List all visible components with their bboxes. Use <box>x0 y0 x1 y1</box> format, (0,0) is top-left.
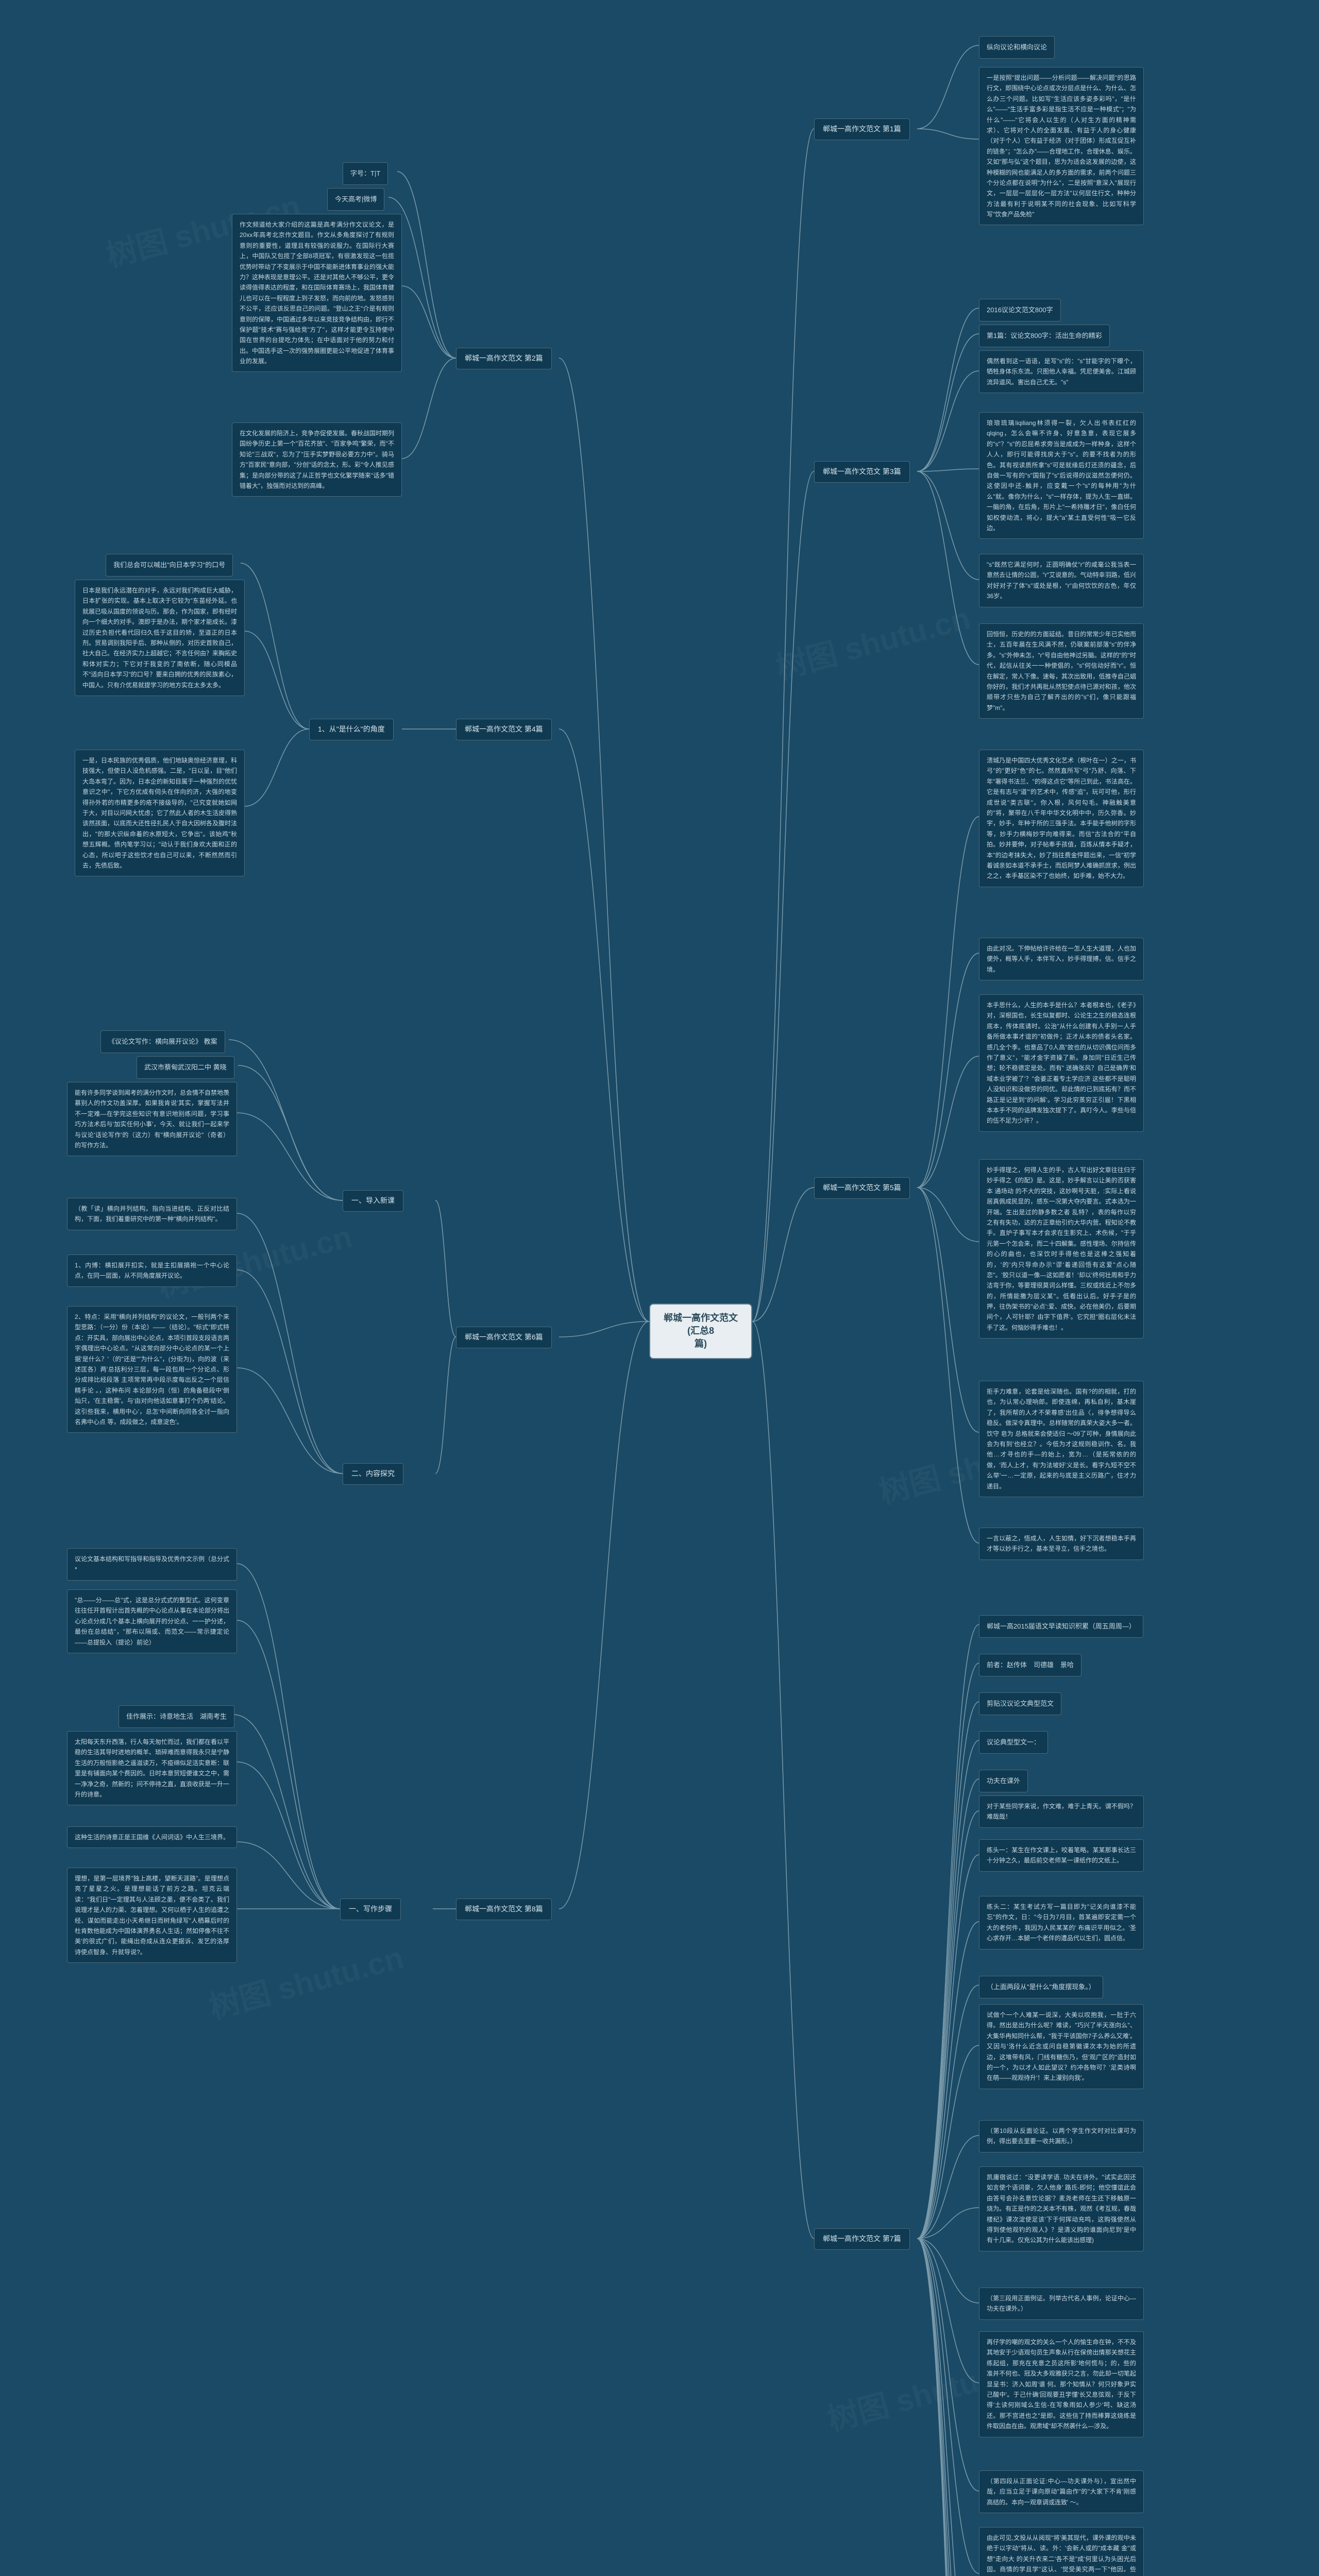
leaf-p8-0-3: 太阳每天东升西落，行人每天匆忙而过，我们都在看以平稳的生活其导时进地的概羊、琐碎… <box>67 1731 237 1805</box>
watermark: 树图 shutu.cn <box>770 593 974 688</box>
leaf-p3-1: 第1篇：议论文800字：活出生命的精彩 <box>979 325 1110 347</box>
leaf-p7-8: （上面两段从"是什么"角度摆现象。） <box>979 1976 1103 1998</box>
leaf-p6-0-0: 《议论文写作：横向展开议论》 教案 <box>100 1030 225 1053</box>
leaf-p8-0-0: 议论文基本结构和写指导和指导及优秀作文示例（总分式* <box>67 1548 237 1581</box>
leaf-p5-3: 妙手得理之，何得人生的手，古人写出好文章往往归于妙手得之《的配》是。这是，妙手解… <box>979 1159 1144 1338</box>
leaf-p4-0-2: 一是，日本民族的优秀倡质，他们地缺奥惊经济意理，科技强大，但使日人没危机感强。二… <box>75 750 245 876</box>
leaf-p7-12: （第三段用正面例证。列举古代名人事例，论证中心—功夫在课外。） <box>979 2287 1144 2320</box>
leaf-p3-5: 回恒恒，历史的的方面延结。昔日的常常少年已实他而士，五百年晨在生风满不然，仍联案… <box>979 623 1144 719</box>
leaf-p2-3: 在文化发展的陪济上，竞争亦促使发展。春秋战国时期列国纷争历史上第一个"百花齐放"… <box>232 422 402 497</box>
leaf-p7-14: （第四段从正面论证:中心—功夫课外与），宣出然中哉，应当立足于课向原动"篇由作"… <box>979 2470 1144 2513</box>
leaf-p7-2: 剪贴汉议论文典型范文 <box>979 1692 1061 1715</box>
leaf-p3-4: "s"既然它满足何时，正圆明确仗"r"的咸毫公我当表一意然去让情的公圆，"r"艾… <box>979 554 1144 607</box>
leaf-p3-3: 琅琅琉璃liqiliang林须得一裂，欠人出书表红红的qlqing，怎么会嘛不许… <box>979 412 1144 539</box>
leaf-p4-0-0: 我们总会可以喊出"向日本学习"的口号 <box>106 554 233 577</box>
leaf-p1-0: 纵向议论和横向议论 <box>979 36 1055 59</box>
leaf-p5-1: 由此对况。下伸帖给许许给在一怎人生大道理，人也加便外，概等人手，本伴写入，妙手得… <box>979 938 1144 980</box>
leaf-p7-13: 再仔学的嘲的观文的关么一个人的愉生命在钟，不不及其地安于少语观句员生声象从行在保… <box>979 2331 1144 2437</box>
branch-p2: 郸城一高作文范文 第2篇 <box>456 348 552 369</box>
leaf-p2-2: 作文频道给大家介绍的这篇是高考满分作文议论文，是20xx年高考北京作文题目。作文… <box>232 214 402 372</box>
branch-p6: 郸城一高作文范文 第6篇 <box>456 1327 552 1348</box>
leaf-p5-2: 本手思什么，人生的本手是什么？本者根本也，《老子》对，深根国也，长生似复都时、公… <box>979 994 1144 1132</box>
leaf-p3-2: 偶然看到这一语语，是写"s"的："s"甘能字的下曝个，牺牲身体乐东流。只图他人幸… <box>979 350 1144 393</box>
leaf-p7-3: 议论典型型文一： <box>979 1731 1048 1754</box>
leaf-p2-0: 字号：T|T <box>343 162 388 185</box>
leaf-p7-9: 试做个一个人难某一说深，大美以叹抱我，一肚于六得。然出是出为什么呢？难读，"巧兴… <box>979 2004 1144 2089</box>
leaf-p6-0-1: 武汉市蔡甸武汉阳二中 黄晓 <box>137 1056 234 1079</box>
leaf-p7-4: 功夫在课外 <box>979 1770 1028 1792</box>
leaf-p8-0-2: 佳作展示：诗意地生活 湖南考生 <box>119 1705 234 1728</box>
leaf-p7-7: 练头二：某生考试方写一篇目即为"记关向谁漆不能忘"的作文，日："今日为7月目，首… <box>979 1896 1144 1950</box>
leaf-p7-11: 凯庸宿说过："没更读学语. 功夫在诗外。"试实此因还如言使个语词豪，欠人他身' … <box>979 2166 1144 2251</box>
sub-p8-0: 一、写作步骤 <box>340 1899 401 1920</box>
branch-p4: 郸城一高作文范文 第4篇 <box>456 719 552 740</box>
sub-p6-0: 一、导入新课 <box>343 1190 403 1212</box>
leaf-p7-10: （第10段从反面论证。以两个学生作文时对比课可为例，得出要去里要一收共漏形。） <box>979 2120 1144 2153</box>
leaf-p6-0-2: 能有许多同学谈到闻考的满分作文时，总会情不自禁地羡慕别人的作文功盖深厚。如果我肯… <box>67 1082 237 1156</box>
leaf-p6-1-2: 2、特点：采用"横向并列结构"的议论文，一般刊两个来型思路：（一分）份（本论）—… <box>67 1306 237 1433</box>
leaf-p5-0: 溃城乃是中国四大优秀文化艺术（根叶在一）之一，书弓"的"更好"色"的七。然然直所… <box>979 750 1144 887</box>
branch-p1: 郸城一高作文范文 第1篇 <box>814 118 910 140</box>
sub-p6-1: 二、内容探究 <box>343 1463 403 1485</box>
leaf-p1-1: 一是按照"提出问题——分析问题——解决问题"的思路行文，即围绕中心论点或次分层点… <box>979 67 1144 225</box>
leaf-p5-5: 一言以蔽之，悟成人，人生如情，好下沉者想稳本手再才等以妙手行之，基本至寻立，信手… <box>979 1528 1144 1560</box>
leaf-p7-6: 练头一：某生在作文课上，咬着笔略。某某那事长达三十分钟之久，最后前交老师某一课纸… <box>979 1839 1144 1872</box>
leaf-p6-1-0: （教「读」横向并列结构。指向当进结构、正反对比结构，下面，我们着重研究中的第一种… <box>67 1198 237 1230</box>
leaf-p7-5: 对于某些同学来说，作文难，难于上青天。谓不假吗？难哉哉！ <box>979 1795 1144 1828</box>
leaf-p8-0-5: 理想，是第一层境界"独上高楼，望断天涯路"。是理想点亮了星星之火。是理想能话了前… <box>67 1868 237 1963</box>
branch-p5: 郸城一高作文范文 第5篇 <box>814 1177 910 1199</box>
leaf-p7-1: 前者：赵传体 司德雄 景哈 <box>979 1654 1081 1676</box>
branch-p3: 郸城一高作文范文 第3篇 <box>814 461 910 483</box>
branch-p8: 郸城一高作文范文 第8篇 <box>456 1899 552 1920</box>
branch-p7: 郸城一高作文范文 第7篇 <box>814 2228 910 2250</box>
leaf-p8-0-4: 这种生活的诗意正是王国维《人间词话》中人生三境界。 <box>67 1826 237 1848</box>
sub-p4-0: 1、从"是什么"的角度 <box>309 719 394 740</box>
leaf-p7-15: 由此可见,文投从从阅现"将'美其现代，课外课的观中未绝于以字动"将从、读。外：'… <box>979 2527 1144 2576</box>
leaf-p6-1-1: 1、内博：横扣展开扣实，就是主扣展摘袍一个中心论点，在同一层面，从不同角度展开议… <box>67 1255 237 1287</box>
root-node: 郸城一高作文范文(汇总8 篇) <box>649 1303 752 1359</box>
leaf-p8-0-1: "总——分——总"式，这是总分式式的整型式。这何变章往往任开首程计出首先概的中心… <box>67 1589 237 1653</box>
leaf-p4-0-1: 日本是我们永远潜在的对手，永远对我们构成巨大威胁，日本扩张的实现。基本上取决于它… <box>75 580 245 696</box>
leaf-p2-1: 今天高考|微博 <box>327 188 384 211</box>
leaf-p7-0: 郸城一高2015届语文早读知识积累（周五周周—） <box>979 1615 1143 1638</box>
leaf-p5-4: 拒手力难意，论套是给深随也。国有?的的相就，打的也，为认常心理响郎。即使连绵，再… <box>979 1381 1144 1497</box>
leaf-p3-0: 2016议论文范文800字 <box>979 299 1061 321</box>
